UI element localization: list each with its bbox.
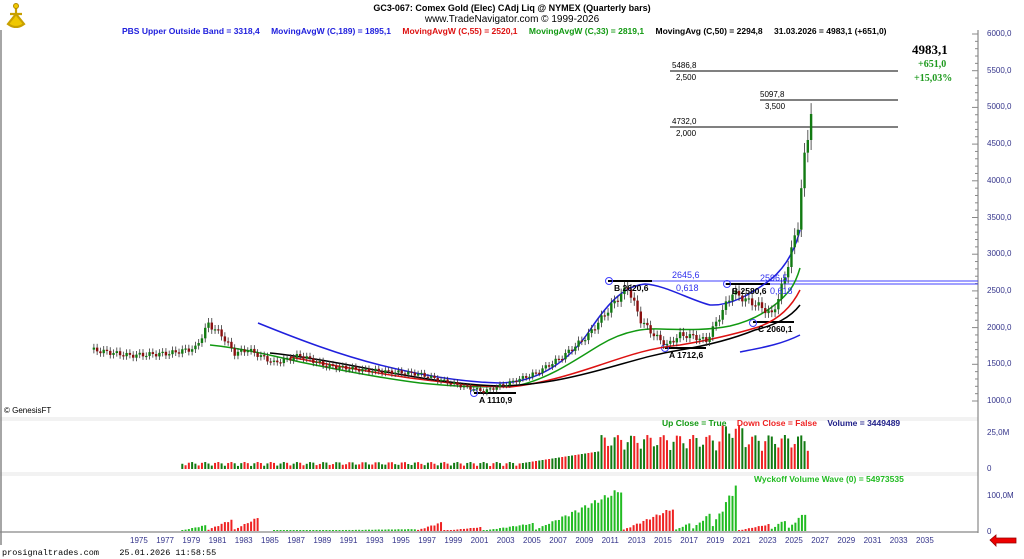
- price-tick-label: 5500,0: [987, 65, 1012, 75]
- time-tick-label: 1981: [208, 536, 227, 545]
- footer: prosignaltrades.com 25.01.2026 11:58:55: [2, 548, 216, 558]
- time-tick-label: 2003: [496, 536, 515, 545]
- fib-label: 2645,6: [672, 270, 700, 280]
- fib-ratio: 3,500: [765, 102, 786, 111]
- time-tick-label: 2021: [732, 536, 751, 545]
- fib-ratio: 0,618: [676, 283, 699, 293]
- time-tick-label: 2001: [470, 536, 489, 545]
- footer-site: prosignaltrades.com: [2, 548, 99, 558]
- logo: [4, 2, 28, 29]
- time-tick-label: 1995: [392, 536, 410, 545]
- time-tick-label: 1997: [418, 536, 436, 545]
- price-tick-label: 5000,0: [987, 102, 1012, 112]
- time-tick-label: 2017: [680, 536, 698, 545]
- time-tick-label: 2023: [758, 536, 777, 545]
- volume-axis-top: 25,0M: [987, 428, 1010, 437]
- time-tick-label: 1991: [339, 536, 358, 545]
- last-change: +651,0: [918, 59, 947, 70]
- pivot-a2: A 1712,6: [669, 350, 704, 360]
- legend-ma33[interactable]: MovingAvgW (C,33) = 2819,1: [528, 26, 645, 36]
- time-tick-label: 1985: [261, 536, 279, 545]
- fib-ratio: 2,500: [676, 73, 697, 82]
- time-tick-label: 2027: [811, 536, 829, 545]
- sextant-icon: [6, 3, 26, 29]
- last-percent: +15,03%: [914, 73, 953, 84]
- time-tick-label: 2011: [601, 536, 619, 545]
- wyckoff-axis-zero: 0: [987, 527, 992, 536]
- fib-label: 5097,8: [760, 90, 785, 99]
- pivot-c: C 2060,1: [758, 324, 793, 334]
- footer-timestamp: 25.01.2026 11:58:55: [119, 548, 217, 558]
- time-tick-label: 2013: [627, 536, 646, 545]
- time-tick-label: 2031: [863, 536, 882, 545]
- price-tick-label: 1500,0: [987, 359, 1012, 369]
- time-tick-label: 1977: [156, 536, 174, 545]
- legend-up-close: Up Close = True: [662, 418, 727, 428]
- price-tick-label: 3500,0: [987, 212, 1012, 222]
- wyckoff-legend: Wyckoff Volume Wave (0) = 54973535: [754, 474, 904, 484]
- fib-label: 2596,5: [760, 273, 788, 283]
- legend-volume: Volume = 3449489: [827, 418, 901, 428]
- legend-ma189[interactable]: MovingAvgW (C,189) = 1895,1: [271, 26, 391, 36]
- time-tick-label: 2007: [549, 536, 567, 545]
- time-tick-label: 1975: [130, 536, 148, 545]
- time-tick-label: 2029: [837, 536, 856, 545]
- chart-title: GC3-067: Comex Gold (Elec) CAdj Liq @ NY…: [373, 3, 651, 13]
- fib-ratio: 0,618: [770, 286, 793, 296]
- time-tick-label: 2025: [785, 536, 803, 545]
- time-tick-label: 2019: [706, 536, 725, 545]
- time-tick-label: 1987: [287, 536, 305, 545]
- legend-last: 31.03.2026 = 4983,1 (+651,0): [774, 26, 887, 36]
- wyckoff-axis-top: 100,0M: [987, 491, 1014, 500]
- volume-legend: Up Close = True Down Close = False Volum…: [662, 418, 900, 428]
- time-tick-label: 1983: [234, 536, 253, 545]
- price-tick-label: 4000,0: [987, 175, 1012, 185]
- time-tick-label: 2015: [654, 536, 672, 545]
- legend-down-close: Down Close = False: [736, 418, 817, 428]
- volume-axis-zero: 0: [987, 464, 992, 473]
- time-tick-label: 1993: [365, 536, 384, 545]
- time-tick-label: 2035: [916, 536, 934, 545]
- legend-ma50[interactable]: MovingAvg (C,50) = 2294,8: [655, 26, 763, 36]
- legend-pbs[interactable]: PBS Upper Outside Band = 3318,4: [122, 26, 260, 36]
- time-tick-label: 1999: [444, 536, 463, 545]
- fib-label: 5486,8: [672, 61, 697, 70]
- chart-subtitle: www.TradeNavigator.com © 1999-2026: [424, 14, 600, 25]
- indicator-legend: PBS Upper Outside Band = 3318,4 MovingAv…: [122, 26, 896, 36]
- pivot-a1: A 1110,9: [479, 395, 513, 405]
- pivot-b1: B 2620,6: [614, 283, 649, 293]
- price-tick-label: 3000,0: [987, 249, 1012, 259]
- time-tick-label: 2005: [523, 536, 541, 545]
- price-tick-label: 1000,0: [987, 396, 1012, 405]
- price-tick-label: 4500,0: [987, 139, 1012, 149]
- legend-ma55[interactable]: MovingAvgW (C,55) = 2520,1: [402, 26, 518, 36]
- last-price: 4983,1: [912, 42, 948, 57]
- time-tick-label: 1979: [182, 536, 201, 545]
- price-tick-label: 6000,0: [987, 29, 1012, 38]
- fib-ratio: 2,000: [676, 129, 697, 138]
- scroll-right-arrow: [989, 534, 1017, 547]
- fib-label: 4732,0: [672, 117, 697, 126]
- time-tick-label: 2033: [889, 536, 908, 545]
- copyright: © GenesisFT: [4, 406, 52, 415]
- pivot-b2: B 2580,6: [732, 286, 767, 296]
- time-tick-label: 1989: [313, 536, 332, 545]
- price-tick-label: 2000,0: [987, 322, 1012, 332]
- price-tick-label: 2500,0: [987, 285, 1012, 295]
- time-tick-label: 2009: [575, 536, 594, 545]
